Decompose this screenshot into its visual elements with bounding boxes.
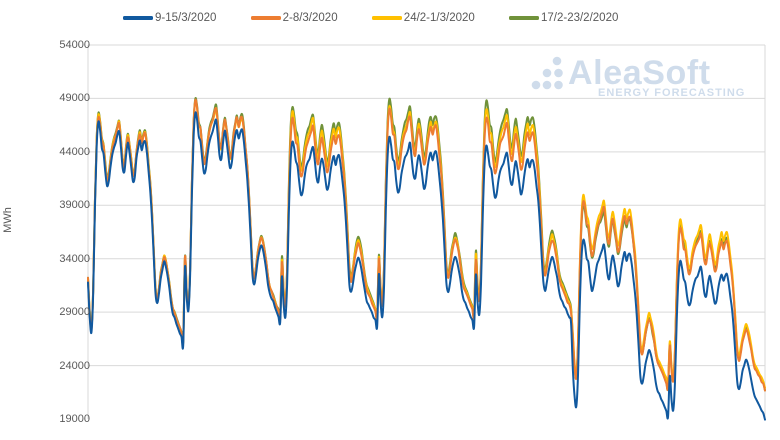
svg-text:ENERGY FORECASTING: ENERGY FORECASTING xyxy=(598,87,745,99)
